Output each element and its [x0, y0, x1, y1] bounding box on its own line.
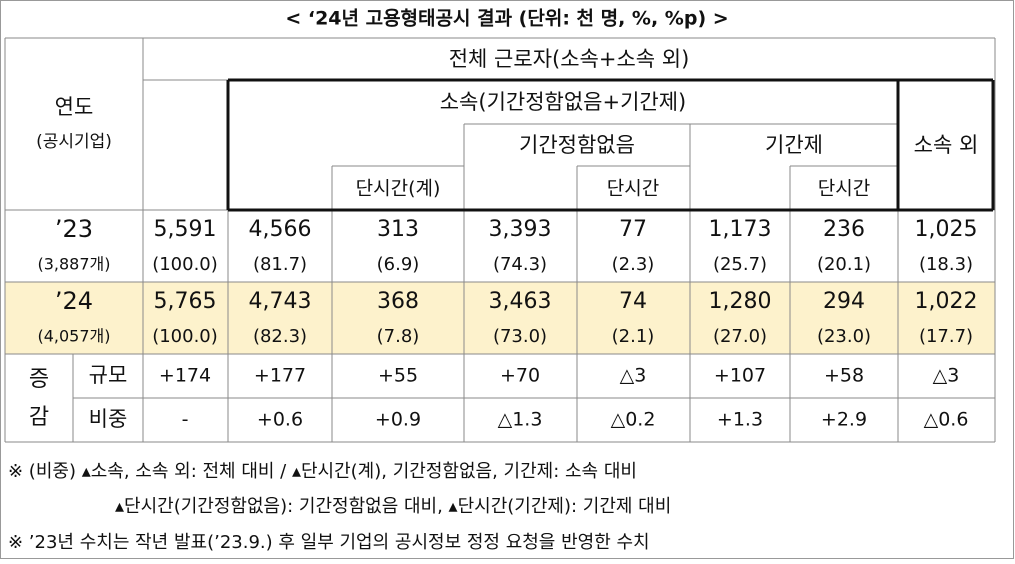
cell-value: 1,173 [709, 217, 772, 242]
cell-share: (100.0) [152, 326, 218, 347]
change-value: +55 [378, 365, 418, 387]
change-value: +0.6 [257, 409, 303, 431]
title: < ‘24년 고용형태공시 결과 (단위: 천 명, %, %p) > [285, 8, 728, 30]
row-count: (4,057개) [37, 327, 110, 346]
cell-value: 77 [619, 217, 647, 242]
cell-share: (27.0) [713, 326, 767, 347]
cell-value: 1,280 [709, 289, 772, 314]
note: ※ ’23년 수치는 작년 발표(’23.9.) 후 일부 기업의 공시정보 정… [8, 532, 650, 553]
highlight-row [5, 282, 995, 354]
change-value: △0.2 [611, 409, 656, 431]
cell-share: (7.8) [377, 326, 420, 347]
change-value: △3 [933, 365, 960, 387]
cell-share: (100.0) [152, 254, 218, 275]
cell-share: (2.1) [612, 326, 655, 347]
change-value: △3 [620, 365, 647, 387]
change-value: +2.9 [821, 409, 867, 431]
cell-share: (2.3) [612, 254, 655, 275]
cell-share: (74.3) [493, 254, 547, 275]
header-parttime: 단시간 [818, 178, 870, 200]
change-row-label: 규모 [89, 363, 128, 387]
change-value: +58 [824, 365, 864, 387]
cell-value: 5,765 [154, 289, 217, 314]
header-parttime: 단시간(계) [356, 178, 441, 200]
cell-value: 3,463 [489, 289, 552, 314]
note: ▴단시간(기간정함없음): 기간정함없음 대비, ▴단시간(기간제): 기간제 … [115, 496, 671, 517]
cell-value: 1,022 [915, 289, 978, 314]
cell-share: (20.1) [817, 254, 871, 275]
row-count: (3,887개) [37, 255, 110, 274]
cell-value: 74 [619, 289, 647, 314]
cell-value: 294 [823, 289, 865, 314]
change-label: 감 [29, 405, 49, 430]
cell-value: 3,393 [489, 217, 552, 242]
cell-share: (73.0) [493, 326, 547, 347]
cell-share: (81.7) [253, 254, 307, 275]
cell-share: (23.0) [817, 326, 871, 347]
change-value: +177 [254, 365, 306, 387]
note: ※ (비중) ▴소속, 소속 외: 전체 대비 / ▴단시간(계), 기간정함없… [8, 461, 637, 482]
header-fixed: 기간제 [765, 133, 823, 157]
header-outsourced: 소속 외 [914, 133, 979, 157]
change-value: △0.6 [924, 409, 969, 431]
change-label: 증 [29, 367, 49, 392]
cell-value: 1,025 [915, 217, 978, 242]
header-year-sub: (공시기업) [36, 132, 112, 152]
change-value: +174 [159, 365, 211, 387]
cell-value: 4,566 [249, 217, 312, 242]
cell-value: 4,743 [249, 289, 312, 314]
cell-value: 5,591 [154, 217, 217, 242]
change-value: +1.3 [717, 409, 763, 431]
header-parttime: 단시간 [607, 178, 659, 200]
header-indefinite: 기간정함없음 [519, 133, 635, 157]
header-total: 전체 근로자(소속+소속 외) [449, 47, 690, 71]
change-value: +0.9 [375, 409, 421, 431]
cell-share: (6.9) [377, 254, 420, 275]
cell-share: (18.3) [919, 254, 973, 275]
cell-share: (82.3) [253, 326, 307, 347]
cell-value: 313 [377, 217, 419, 242]
cell-value: 368 [377, 289, 419, 314]
change-row-label: 비중 [89, 407, 128, 431]
cell-share: (17.7) [919, 326, 973, 347]
cell-value: 236 [823, 217, 865, 242]
change-value: - [182, 409, 189, 431]
change-value: +70 [500, 365, 540, 387]
grid [4, 37, 996, 443]
cell-share: (25.7) [713, 254, 767, 275]
change-value: △1.3 [498, 409, 543, 431]
header-affiliated: 소속(기간정함없음+기간제) [440, 90, 687, 114]
row-year: ’23 [55, 215, 93, 243]
header-year: 연도 [55, 95, 94, 119]
row-year: ’24 [55, 287, 93, 315]
change-value: +107 [714, 365, 766, 387]
